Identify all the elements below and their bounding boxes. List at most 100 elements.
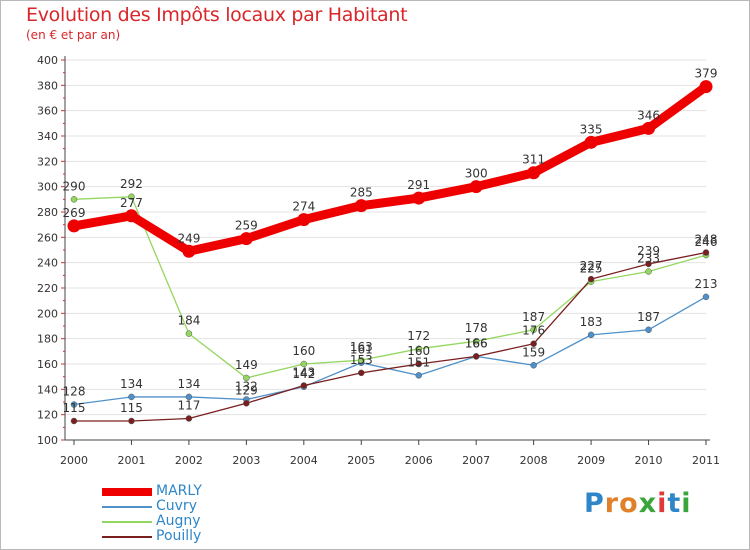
legend-label-augny: Augny bbox=[156, 513, 201, 529]
data-label-marly: 285 bbox=[350, 186, 373, 200]
proxiti-logo: Proxiti bbox=[584, 488, 692, 519]
legend-label-pouilly: Pouilly bbox=[156, 528, 202, 544]
y-tick-label: 280 bbox=[37, 206, 58, 219]
x-tick-label: 2000 bbox=[60, 454, 88, 467]
legend-swatch-augny bbox=[102, 520, 152, 523]
data-point-marly bbox=[239, 232, 253, 246]
y-tick-label: 340 bbox=[37, 130, 58, 143]
data-point-augny bbox=[472, 337, 480, 345]
y-tick-label: 140 bbox=[37, 383, 58, 396]
legend-item-augny: Augny bbox=[102, 514, 202, 529]
data-point-augny bbox=[243, 374, 250, 382]
data-point-pouilly bbox=[300, 382, 308, 389]
y-tick-label: 320 bbox=[37, 155, 58, 168]
data-point-augny bbox=[128, 193, 135, 201]
data-label-cuvry: 134 bbox=[177, 377, 200, 391]
data-labels: 269 277 249 259 274 285 291 300 311 335 346 379 128 1… bbox=[63, 67, 718, 415]
data-point-cuvry bbox=[645, 326, 652, 334]
data-label-marly: 311 bbox=[522, 153, 545, 167]
x-axis-ticks: 2000 2001 2002 2003 2004 2005 2006 2007 2008 2009… bbox=[60, 440, 720, 467]
legend-swatch-pouilly bbox=[102, 535, 152, 538]
y-tick-label: 160 bbox=[37, 358, 58, 371]
data-point-pouilly bbox=[645, 260, 652, 268]
data-label-augny: 184 bbox=[177, 314, 200, 328]
series-line-augny bbox=[73, 196, 707, 379]
legend-item-pouilly: Pouilly bbox=[102, 529, 202, 544]
x-tick-label: 2002 bbox=[175, 454, 203, 467]
axes bbox=[64, 56, 710, 441]
data-label-pouilly: 239 bbox=[637, 244, 660, 258]
data-label-augny: 292 bbox=[120, 177, 143, 191]
legend-item-cuvry: Cuvry bbox=[102, 499, 202, 514]
data-point-marly bbox=[699, 80, 713, 94]
y-tick-label: 120 bbox=[37, 409, 58, 422]
data-label-pouilly: 227 bbox=[580, 259, 603, 273]
x-tick-label: 2010 bbox=[635, 454, 663, 467]
data-point-pouilly bbox=[415, 360, 422, 368]
data-point-pouilly bbox=[530, 340, 537, 347]
data-point-cuvry bbox=[415, 372, 422, 379]
data-label-augny: 233 bbox=[637, 252, 660, 266]
data-label-pouilly: 160 bbox=[407, 344, 430, 358]
y-tick-label: 260 bbox=[37, 231, 58, 244]
chart-title: Evolution des Impôts locaux par Habitant bbox=[26, 4, 408, 26]
y-tick-label: 300 bbox=[37, 181, 58, 194]
data-label-cuvry: 161 bbox=[350, 343, 373, 357]
data-point-augny bbox=[415, 345, 422, 353]
data-point-cuvry bbox=[185, 393, 193, 401]
data-point-augny bbox=[185, 330, 193, 337]
y-tick-label: 220 bbox=[37, 282, 58, 295]
data-label-pouilly: 176 bbox=[522, 324, 545, 338]
legend: MARLY Cuvry Augny Pouilly bbox=[102, 484, 202, 544]
chart-subtitle: (en € et par an) bbox=[26, 28, 121, 42]
x-tick-label: 2003 bbox=[232, 454, 260, 467]
x-tick-label: 2008 bbox=[520, 454, 548, 467]
x-tick-label: 2005 bbox=[347, 454, 375, 467]
data-point-cuvry bbox=[70, 401, 78, 408]
y-tick-label: 380 bbox=[37, 79, 58, 92]
data-label-cuvry: 159 bbox=[522, 345, 545, 359]
y-axis-ticks: 100 120 140 160 180 200 220 240 260 280 300 320 340 3… bbox=[37, 54, 65, 447]
x-tick-label: 2009 bbox=[577, 454, 605, 467]
y-tick-label: 400 bbox=[37, 54, 58, 67]
data-label-cuvry: 166 bbox=[465, 336, 488, 350]
data-label-pouilly: 117 bbox=[177, 398, 200, 412]
data-point-marly bbox=[297, 213, 311, 227]
logo-letter: r bbox=[604, 488, 620, 519]
data-point-marly bbox=[584, 135, 598, 149]
data-label-marly: 269 bbox=[63, 206, 86, 220]
data-point-marly bbox=[527, 166, 541, 180]
data-point-pouilly bbox=[243, 400, 250, 407]
data-label-pouilly: 153 bbox=[350, 353, 373, 367]
data-label-marly: 335 bbox=[580, 122, 603, 136]
series-points bbox=[67, 80, 713, 425]
data-point-marly bbox=[469, 180, 483, 194]
logo-letter: P bbox=[584, 488, 605, 519]
data-label-augny: 178 bbox=[465, 321, 488, 335]
data-label-cuvry: 213 bbox=[695, 277, 718, 291]
data-point-cuvry bbox=[587, 331, 595, 339]
y-tick-label: 180 bbox=[37, 333, 58, 346]
data-point-augny bbox=[70, 196, 78, 203]
series-line-marly bbox=[69, 82, 711, 256]
data-point-pouilly bbox=[587, 275, 595, 283]
logo-letter: t bbox=[667, 488, 682, 519]
data-label-cuvry: 187 bbox=[637, 310, 660, 324]
data-label-cuvry: 132 bbox=[235, 379, 258, 393]
data-label-augny: 290 bbox=[63, 179, 86, 193]
data-label-marly: 379 bbox=[695, 67, 718, 81]
legend-item-marly: MARLY bbox=[102, 484, 202, 499]
y-tick-label: 200 bbox=[37, 307, 58, 320]
grid-lines bbox=[65, 59, 706, 441]
data-point-marly bbox=[642, 121, 656, 135]
x-tick-label: 2001 bbox=[117, 454, 145, 467]
data-label-augny: 149 bbox=[235, 358, 258, 372]
legend-label-marly: MARLY bbox=[156, 483, 202, 499]
data-point-cuvry bbox=[702, 293, 710, 301]
data-label-cuvry: 128 bbox=[63, 385, 86, 399]
data-label-augny: 160 bbox=[292, 344, 315, 358]
data-label-marly: 346 bbox=[637, 108, 660, 122]
data-point-augny bbox=[300, 360, 308, 368]
data-label-marly: 277 bbox=[120, 196, 143, 210]
